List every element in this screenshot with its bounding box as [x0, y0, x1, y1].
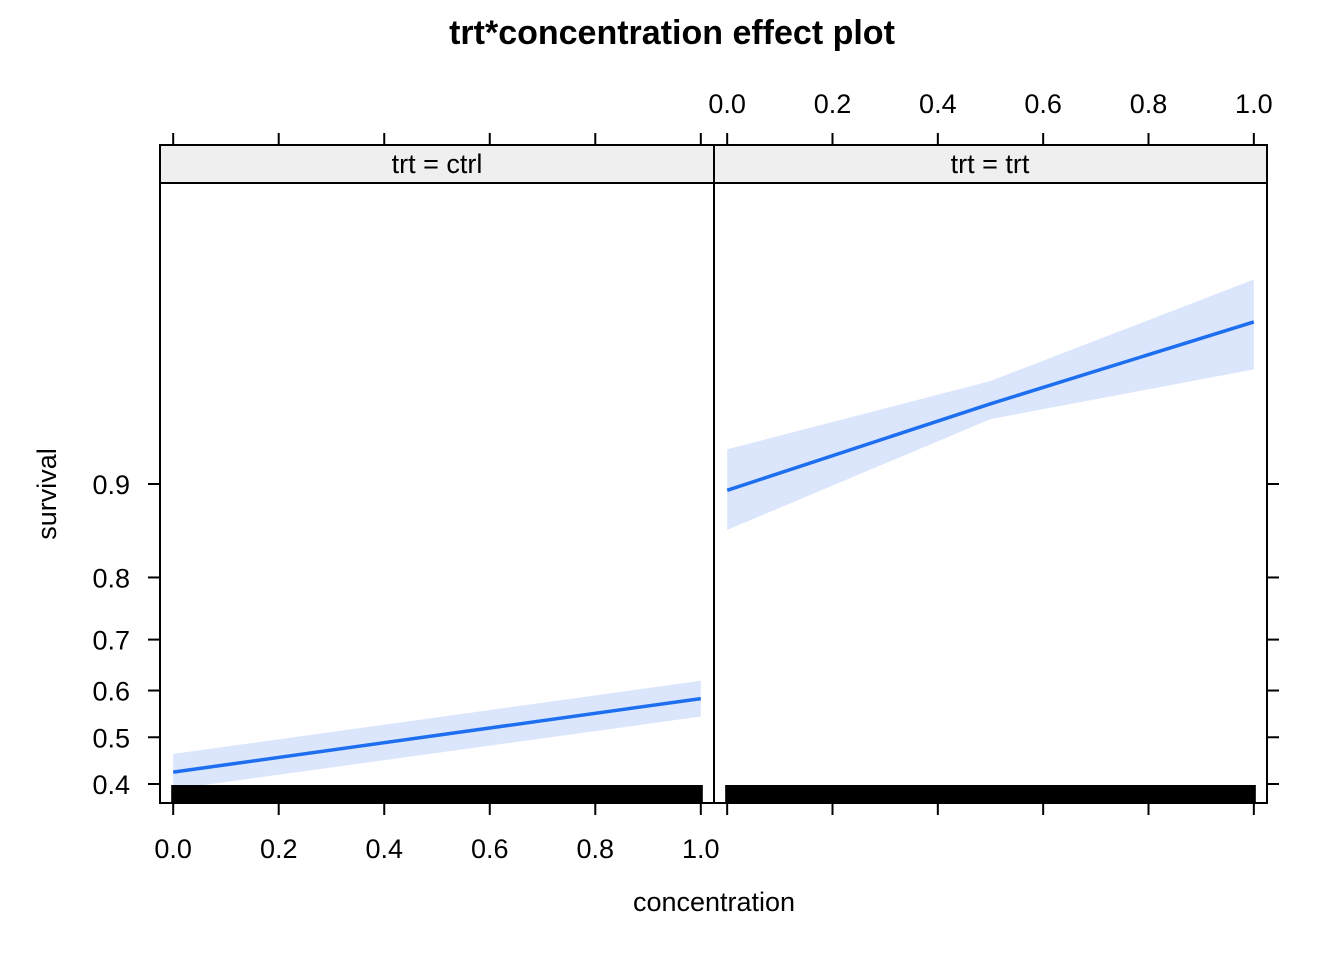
x-tick-label-bottom: 0.4: [365, 834, 403, 864]
x-tick-label-bottom: 0.2: [260, 834, 298, 864]
panel-ctrl: trt = ctrl: [159, 144, 715, 804]
strip-label-ctrl: trt = ctrl: [392, 149, 483, 179]
chart-title: trt*concentration effect plot: [449, 14, 895, 52]
x-tick-label-top: 0.8: [1130, 89, 1168, 119]
x-tick-label-top: 0.0: [708, 89, 746, 119]
fit-line: [726, 320, 1255, 492]
y-tick-label: 0.5: [92, 723, 130, 753]
x-axis-label: concentration: [633, 887, 795, 917]
y-tick-label: 0.7: [92, 626, 130, 656]
y-axis-label: survival: [32, 448, 62, 540]
x-tick-label-top: 0.4: [919, 89, 957, 119]
y-tick-label: 0.4: [92, 770, 130, 800]
panel-trt: trt = trt: [713, 144, 1268, 804]
panel-border: [713, 182, 1268, 804]
y-tick-label: 0.9: [92, 470, 130, 500]
y-tick-label: 0.6: [92, 677, 130, 707]
rug-marks: [171, 785, 703, 803]
y-tick-label: 0.8: [92, 563, 130, 593]
strip-trt: [713, 144, 1268, 184]
x-tick-label-top: 1.0: [1235, 89, 1273, 119]
x-tick-label-top: 0.6: [1024, 89, 1062, 119]
x-tick-label-bottom: 0.6: [471, 834, 509, 864]
x-tick-label-top: 0.2: [814, 89, 852, 119]
rug-marks: [725, 785, 1256, 803]
plot-area-ctrl: [159, 182, 715, 804]
x-tick-label-bottom: 1.0: [682, 834, 720, 864]
plot-area-trt: [713, 182, 1268, 804]
strip-label-trt: trt = trt: [951, 149, 1030, 179]
strip-ctrl: [159, 144, 715, 184]
axes: 0.0 0.2 0.4 0.6 0.8 1.0 0.0 0.2 0.4 0.6 0.8 1.0 0.4 0…: [92, 89, 1279, 864]
x-tick-label-bottom: 0.8: [577, 834, 615, 864]
fit-line: [172, 696, 702, 774]
x-tick-label-bottom: 0.0: [154, 834, 192, 864]
